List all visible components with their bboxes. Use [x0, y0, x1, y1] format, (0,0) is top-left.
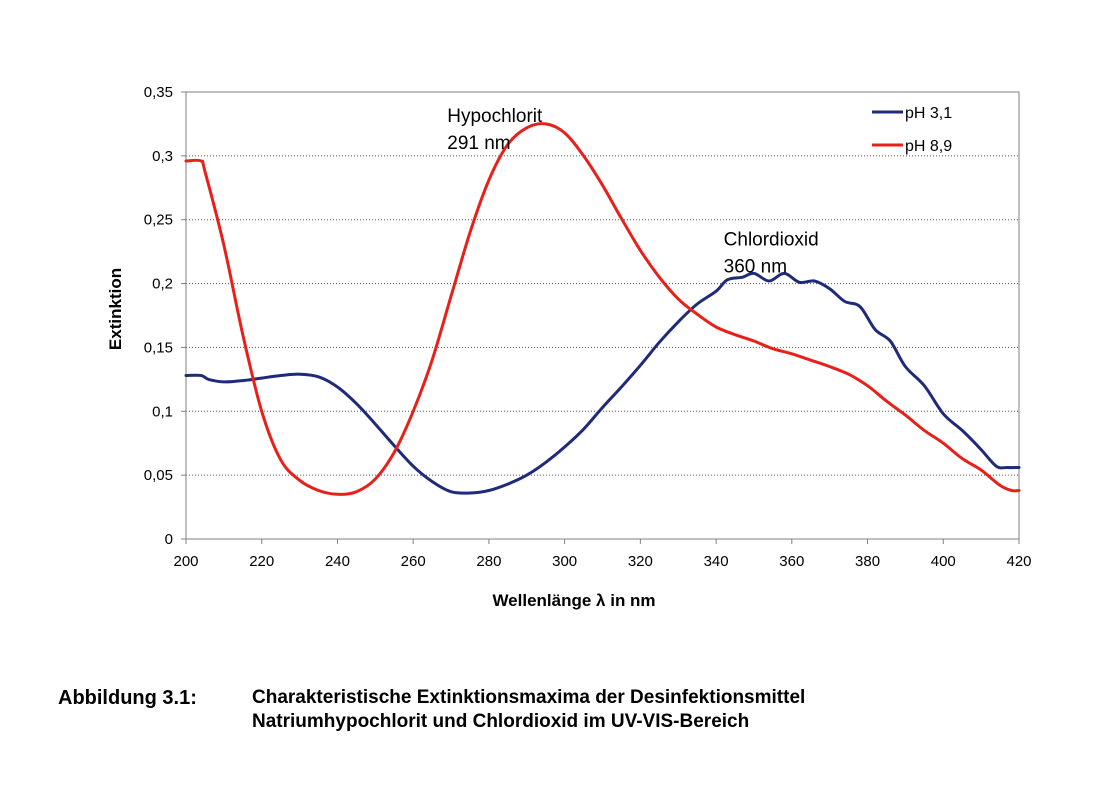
- caption-line-1: Charakteristische Extinktionsmaxima der …: [252, 687, 806, 708]
- annotation-0-line-0: Hypochlorit: [447, 106, 543, 127]
- grid: [186, 155, 1019, 476]
- annotation-1-line-0: Chlordioxid: [724, 230, 819, 251]
- x-tick-label-4: 280: [476, 553, 501, 570]
- x-tick-label-1: 220: [249, 553, 274, 570]
- chart: 200 220 240 260 280 300 320 340 360 380 400 420 0 0,…: [106, 84, 1032, 610]
- x-tick-label-5: 300: [552, 553, 577, 570]
- caption-text: Charakteristische Extinktionsmaxima der …: [252, 686, 1012, 734]
- annotation-0-line-1: 291 nm: [447, 133, 510, 154]
- x-axis-title: Wellenlänge λ in nm: [492, 591, 655, 610]
- x-tick-label-7: 340: [704, 553, 729, 570]
- y-tick-label-0: 0: [165, 531, 173, 548]
- x-tick-label-0: 200: [173, 553, 198, 570]
- y-axis: 0 0,05 0,1 0,15 0,2 0,25 0,3 0,35: [144, 84, 186, 548]
- legend-label-0: pH 3,1: [905, 105, 952, 122]
- plot-frame: [185, 91, 1020, 540]
- y-tick-label-6: 0,3: [152, 148, 173, 165]
- x-tick-label-11: 420: [1006, 553, 1031, 570]
- x-tick-label-10: 400: [931, 553, 956, 570]
- y-tick-label-4: 0,2: [152, 276, 173, 293]
- series-lines: [184, 122, 1021, 496]
- legend: pH 3,1 pH 8,9: [872, 105, 952, 155]
- annotations: Hypochlorit 291 nm Chlordioxid 360 nm: [447, 106, 818, 278]
- x-tick-label-3: 260: [401, 553, 426, 570]
- y-axis-title: Extinktion: [106, 268, 125, 350]
- y-tick-label-1: 0,05: [144, 467, 173, 484]
- annotation-1-line-1: 360 nm: [724, 257, 787, 278]
- series-line-1: [184, 122, 1021, 496]
- series-line-0: [184, 271, 1021, 495]
- y-tick-label-5: 0,25: [144, 212, 173, 229]
- x-tick-label-2: 240: [325, 553, 350, 570]
- legend-label-1: pH 8,9: [905, 138, 952, 155]
- y-tick-label-2: 0,1: [152, 403, 173, 420]
- y-tick-label-3: 0,15: [144, 339, 173, 356]
- caption-line-2: Natriumhypochlorit und Chlordioxid im UV…: [252, 711, 750, 732]
- x-tick-label-9: 380: [855, 553, 880, 570]
- x-tick-label-6: 320: [628, 553, 653, 570]
- x-tick-label-8: 360: [779, 553, 804, 570]
- x-axis: 200 220 240 260 280 300 320 340 360 380 400 420: [173, 539, 1032, 570]
- caption-number: Abbildung 3.1:: [58, 687, 197, 709]
- y-tick-label-7: 0,35: [144, 84, 173, 101]
